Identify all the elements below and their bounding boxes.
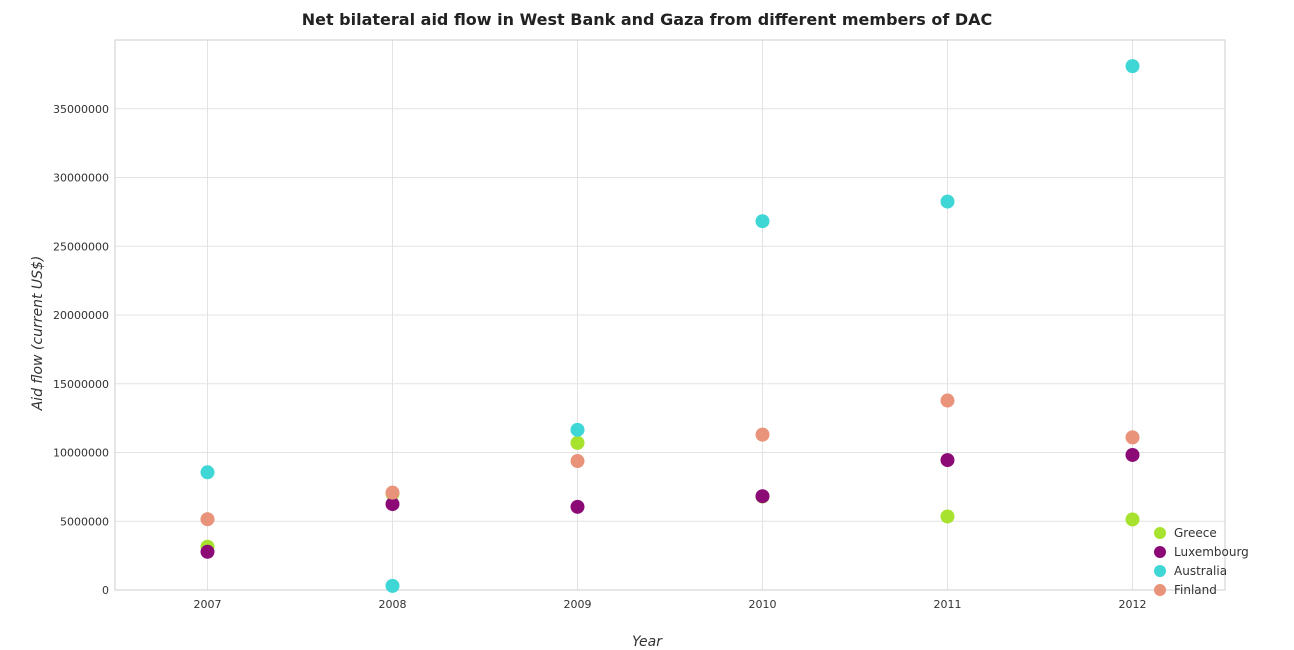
legend-label-finland: Finland <box>1174 583 1217 597</box>
point-luxembourg-2010 <box>755 489 770 504</box>
x-tick-label: 2012 <box>1119 598 1147 611</box>
point-australia-2007 <box>200 465 215 480</box>
point-finland-2008 <box>385 485 400 500</box>
point-australia-2010 <box>755 214 770 229</box>
point-australia-2012 <box>1125 59 1140 74</box>
point-luxembourg-2011 <box>940 453 955 468</box>
y-tick-label: 35000000 <box>53 103 109 116</box>
point-luxembourg-2008 <box>385 497 400 512</box>
x-axis-label: Year <box>632 634 663 650</box>
chart-title: Net bilateral aid flow in West Bank and … <box>302 10 993 29</box>
point-finland-2009 <box>570 454 585 469</box>
legend-marker-greece <box>1154 527 1166 539</box>
x-tick-label: 2008 <box>379 598 407 611</box>
x-tick-label: 2011 <box>934 598 962 611</box>
y-tick-label: 15000000 <box>53 378 109 391</box>
point-australia-2008 <box>385 578 400 593</box>
y-axis-label: Aid flow (current US$) <box>30 256 46 412</box>
point-finland-2010 <box>755 427 770 442</box>
y-tick-label: 0 <box>102 584 109 597</box>
legend-label-greece: Greece <box>1174 526 1217 540</box>
data-points <box>200 59 1140 593</box>
plot-frame <box>114 39 1226 591</box>
y-tick-label: 10000000 <box>53 447 109 460</box>
legend: Greece Luxembourg Australia Finland <box>1154 526 1249 597</box>
point-greece-2011 <box>940 509 955 524</box>
x-axis-ticks: 2007 2008 2009 2010 2011 2012 <box>194 598 1147 611</box>
point-luxembourg-2007 <box>200 544 215 559</box>
y-tick-label: 20000000 <box>53 309 109 322</box>
point-finland-2012 <box>1125 430 1140 445</box>
point-greece-2009 <box>570 435 585 450</box>
y-tick-label: 5000000 <box>60 515 109 528</box>
point-greece-2012 <box>1125 512 1140 527</box>
point-finland-2007 <box>200 512 215 527</box>
grid <box>115 40 1225 591</box>
y-tick-label: 30000000 <box>53 172 109 185</box>
x-tick-label: 2007 <box>194 598 222 611</box>
point-luxembourg-2009 <box>570 499 585 514</box>
x-tick-label: 2009 <box>564 598 592 611</box>
y-axis-ticks: 0 5000000 10000000 15000000 20000000 25000000… <box>53 103 109 597</box>
legend-marker-australia <box>1154 565 1166 577</box>
point-australia-2011 <box>940 194 955 209</box>
legend-label-luxembourg: Luxembourg <box>1174 545 1249 559</box>
point-luxembourg-2012 <box>1125 447 1140 462</box>
x-tick-label: 2010 <box>749 598 777 611</box>
point-australia-2009 <box>570 422 585 437</box>
point-finland-2011 <box>940 393 955 408</box>
legend-marker-luxembourg <box>1154 546 1166 558</box>
legend-label-australia: Australia <box>1174 564 1227 578</box>
y-tick-label: 25000000 <box>53 240 109 253</box>
legend-marker-finland <box>1154 584 1166 596</box>
